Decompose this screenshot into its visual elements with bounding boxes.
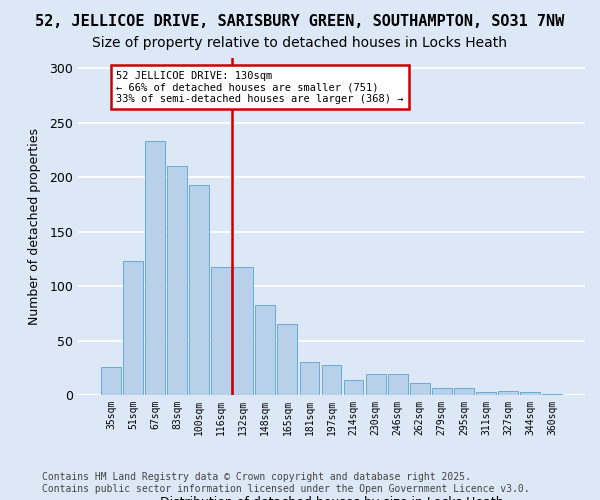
- Bar: [498, 390, 518, 395]
- Bar: [542, 394, 562, 395]
- Bar: [388, 374, 407, 395]
- Bar: [520, 392, 540, 395]
- Bar: [145, 142, 165, 395]
- Bar: [211, 266, 231, 395]
- X-axis label: Distribution of detached houses by size in Locks Heath: Distribution of detached houses by size …: [160, 496, 503, 500]
- Bar: [101, 366, 121, 395]
- Bar: [365, 374, 386, 395]
- Text: Contains HM Land Registry data © Crown copyright and database right 2025.
Contai: Contains HM Land Registry data © Crown c…: [42, 472, 530, 494]
- Text: 52 JELLICOE DRIVE: 130sqm
← 66% of detached houses are smaller (751)
33% of semi: 52 JELLICOE DRIVE: 130sqm ← 66% of detac…: [116, 70, 404, 104]
- Bar: [432, 388, 452, 395]
- Bar: [277, 324, 298, 395]
- Bar: [233, 266, 253, 395]
- Bar: [299, 362, 319, 395]
- Y-axis label: Number of detached properties: Number of detached properties: [28, 128, 41, 325]
- Bar: [123, 261, 143, 395]
- Bar: [410, 383, 430, 395]
- Bar: [322, 364, 341, 395]
- Bar: [189, 185, 209, 395]
- Bar: [454, 388, 474, 395]
- Bar: [167, 166, 187, 395]
- Text: Size of property relative to detached houses in Locks Heath: Size of property relative to detached ho…: [92, 36, 508, 50]
- Bar: [256, 304, 275, 395]
- Text: 52, JELLICOE DRIVE, SARISBURY GREEN, SOUTHAMPTON, SO31 7NW: 52, JELLICOE DRIVE, SARISBURY GREEN, SOU…: [35, 14, 565, 29]
- Bar: [476, 392, 496, 395]
- Bar: [344, 380, 364, 395]
